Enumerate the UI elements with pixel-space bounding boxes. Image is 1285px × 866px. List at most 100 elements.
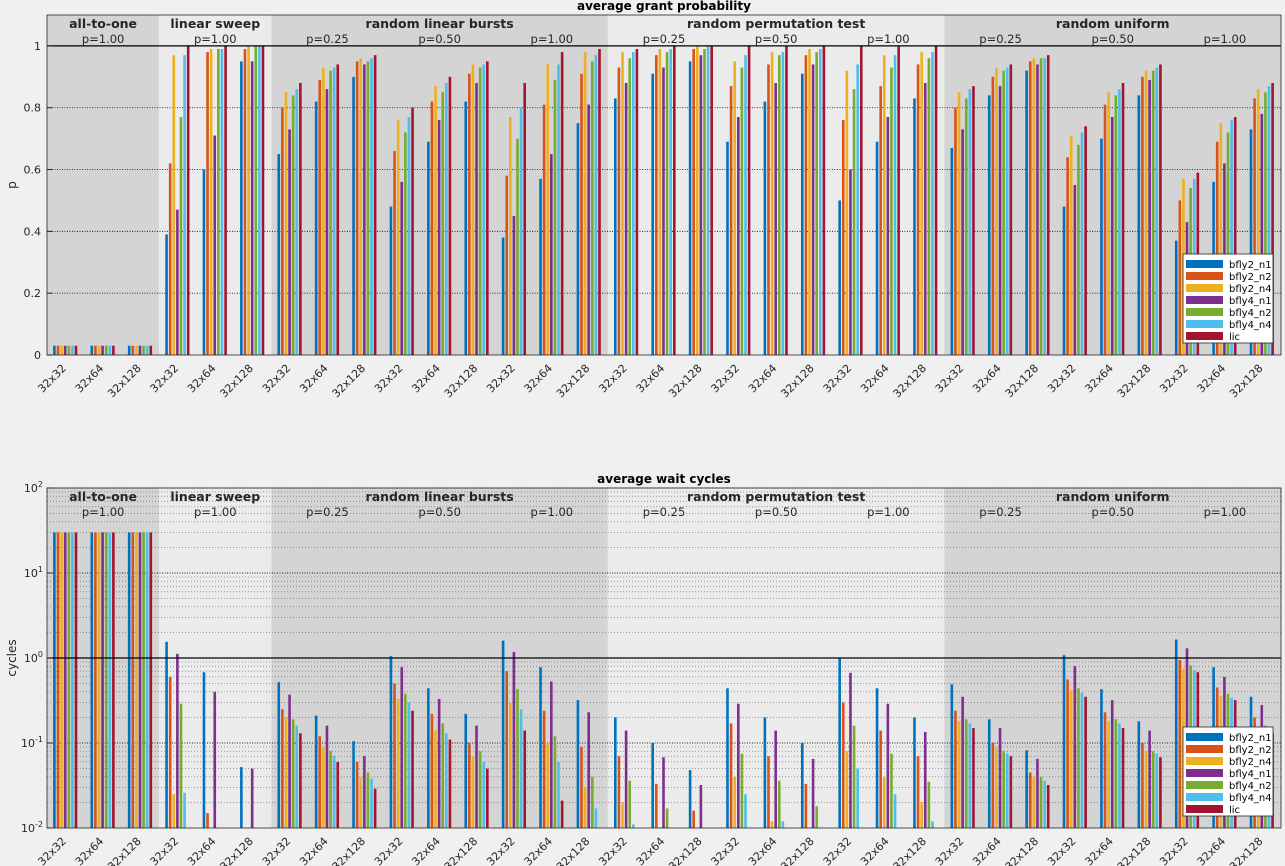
bar — [624, 83, 628, 355]
bar — [1148, 79, 1151, 355]
bar — [71, 532, 74, 828]
bar — [688, 770, 692, 828]
bar — [576, 700, 580, 828]
legend-label: bfly2_n4 — [1229, 757, 1272, 768]
bar — [1118, 723, 1121, 828]
bar — [407, 117, 411, 355]
group-label: linear sweep — [170, 16, 260, 31]
bar — [950, 147, 954, 355]
y-tick-label: 10-1 — [21, 735, 43, 750]
bar — [916, 756, 920, 828]
bar — [505, 671, 509, 828]
bar — [736, 703, 740, 828]
bar — [777, 55, 781, 356]
bar — [512, 215, 516, 355]
legend-swatch — [1186, 757, 1223, 765]
y-tick-label: 0.8 — [24, 102, 42, 115]
x-tick-label: 32x64 — [297, 362, 331, 396]
y-axis-label: p — [5, 181, 19, 189]
bar — [961, 129, 964, 355]
bar — [822, 45, 826, 355]
legend-label: bfly4_n1 — [1229, 769, 1272, 780]
bar — [284, 717, 288, 828]
p-label: p=0.50 — [755, 505, 798, 519]
x-tick-label: 32x128 — [105, 835, 144, 866]
bar — [804, 55, 808, 356]
x-tick-label: 32x128 — [217, 362, 256, 401]
bar — [1100, 138, 1103, 355]
bar — [744, 794, 747, 828]
bar — [299, 83, 302, 355]
x-tick-label: 32x32 — [821, 835, 855, 866]
bar — [808, 49, 811, 355]
bar — [774, 83, 777, 355]
bar — [1032, 58, 1036, 356]
bar — [658, 49, 662, 355]
bar — [811, 64, 815, 355]
bar — [591, 776, 594, 828]
bar — [145, 345, 149, 355]
bar — [841, 120, 845, 355]
bar — [486, 768, 489, 828]
bar — [882, 55, 886, 356]
bar — [284, 92, 288, 356]
bar — [781, 52, 785, 356]
bar — [927, 58, 931, 356]
bar — [224, 45, 227, 355]
y-axis-label: cycles — [5, 639, 19, 676]
x-tick-label: 32x32 — [372, 835, 406, 866]
x-tick-label: 32x64 — [970, 362, 1004, 396]
bar — [464, 101, 468, 355]
bar — [131, 532, 135, 828]
bar — [576, 123, 580, 356]
x-tick-label: 32x128 — [666, 835, 705, 866]
y-tick-label: 101 — [24, 565, 43, 580]
bar — [482, 761, 486, 828]
bar — [785, 45, 788, 355]
bar — [553, 79, 557, 355]
bar — [336, 761, 340, 828]
x-tick-label: 32x128 — [1115, 362, 1154, 401]
bar — [1062, 655, 1066, 828]
x-tick-label: 32x128 — [1003, 835, 1042, 866]
p-label: p=1.00 — [194, 505, 237, 519]
bar — [135, 345, 138, 355]
x-tick-label: 32x64 — [185, 835, 219, 866]
x-tick-label: 32x32 — [1157, 362, 1191, 396]
x-tick-label: 32x32 — [708, 835, 742, 866]
bar — [1137, 95, 1141, 356]
bar — [63, 532, 67, 828]
group-label: random linear bursts — [366, 16, 514, 31]
bar — [1219, 123, 1223, 356]
bar — [1155, 67, 1159, 356]
bar — [1253, 98, 1256, 355]
bar — [811, 758, 815, 828]
bar — [1025, 750, 1028, 828]
bar — [815, 52, 818, 356]
bar — [1137, 721, 1141, 828]
bar — [1039, 776, 1043, 828]
p-label: p=1.00 — [82, 32, 125, 46]
x-tick-label: 32x32 — [1157, 835, 1191, 866]
bar — [441, 723, 445, 828]
bar — [890, 67, 893, 356]
bar — [318, 736, 322, 828]
bar — [849, 672, 852, 828]
bar — [624, 730, 628, 828]
bar — [1043, 58, 1046, 356]
bar — [733, 776, 736, 828]
bar — [355, 761, 359, 828]
bar — [202, 169, 206, 355]
bar — [934, 45, 938, 355]
bar — [859, 45, 863, 355]
bar — [1080, 132, 1084, 355]
legend-label: bfly4_n4 — [1229, 320, 1272, 331]
bar — [183, 55, 186, 356]
bar — [736, 117, 740, 355]
bar — [587, 712, 591, 828]
bar — [373, 55, 377, 356]
chart-title: average grant probability — [577, 0, 751, 13]
bar — [1110, 700, 1114, 828]
p-label: p=0.50 — [418, 32, 461, 46]
